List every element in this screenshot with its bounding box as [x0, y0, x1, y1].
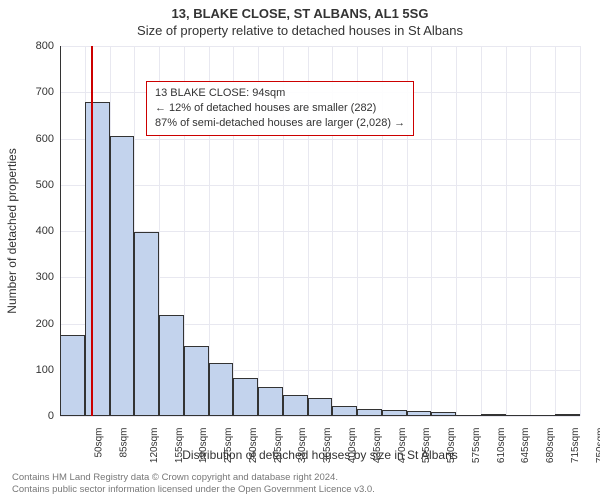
legend-line: 13 BLAKE CLOSE: 94sqm [155, 86, 405, 101]
y-tick: 600 [36, 133, 54, 145]
gridline [580, 46, 581, 416]
x-tick: 645sqm [520, 428, 531, 464]
gridline [555, 46, 556, 416]
histogram-bar [209, 363, 234, 416]
gridline [60, 139, 580, 140]
histogram-bar [308, 398, 333, 417]
x-tick: 50sqm [94, 428, 105, 458]
gridline [530, 46, 531, 416]
x-tick: 85sqm [119, 428, 130, 458]
gridline [481, 46, 482, 416]
histogram-bar [184, 346, 209, 416]
y-tick: 500 [36, 179, 54, 191]
histogram-bar [258, 387, 283, 416]
histogram-bar [134, 232, 159, 416]
y-tick: 800 [36, 40, 54, 52]
histogram-bar [60, 335, 85, 416]
footer-line: Contains public sector information licen… [12, 484, 375, 496]
y-tick: 200 [36, 318, 54, 330]
y-tick: 100 [36, 364, 54, 376]
axis-line [60, 46, 61, 416]
histogram-bar [159, 315, 184, 416]
x-tick: 750sqm [595, 428, 600, 464]
gridline [60, 416, 580, 417]
histogram-bar [110, 136, 135, 416]
y-tick: 700 [36, 86, 54, 98]
x-tick: 610sqm [496, 428, 507, 464]
x-tick: 680sqm [545, 428, 556, 464]
footer-line: Contains HM Land Registry data © Crown c… [12, 472, 375, 484]
plot-region: 010020030040050060070080050sqm85sqm120sq… [60, 46, 580, 416]
gridline [431, 46, 432, 416]
x-axis-label: Distribution of detached houses by size … [182, 448, 458, 462]
histogram-bar [233, 378, 258, 416]
y-tick: 300 [36, 271, 54, 283]
page-subtitle: Size of property relative to detached ho… [0, 21, 600, 38]
x-tick: 715sqm [570, 428, 581, 464]
legend: 13 BLAKE CLOSE: 94sqm← 12% of detached h… [146, 81, 414, 136]
gridline [506, 46, 507, 416]
y-tick: 0 [48, 410, 54, 422]
x-tick: 120sqm [149, 428, 160, 464]
chart: 010020030040050060070080050sqm85sqm120sq… [60, 46, 580, 416]
footer: Contains HM Land Registry data © Crown c… [12, 472, 375, 496]
property-marker [91, 46, 93, 416]
y-axis-label: Number of detached properties [5, 148, 19, 313]
histogram-bar [85, 102, 110, 417]
y-tick: 400 [36, 225, 54, 237]
x-tick: 575sqm [471, 428, 482, 464]
page-title: 13, BLAKE CLOSE, ST ALBANS, AL1 5SG [0, 0, 600, 21]
histogram-bar [283, 395, 308, 416]
gridline [60, 185, 580, 186]
legend-line: 87% of semi-detached houses are larger (… [155, 116, 405, 131]
gridline [456, 46, 457, 416]
axis-line [60, 415, 580, 416]
legend-line: ← 12% of detached houses are smaller (28… [155, 101, 405, 116]
gridline [60, 46, 580, 47]
